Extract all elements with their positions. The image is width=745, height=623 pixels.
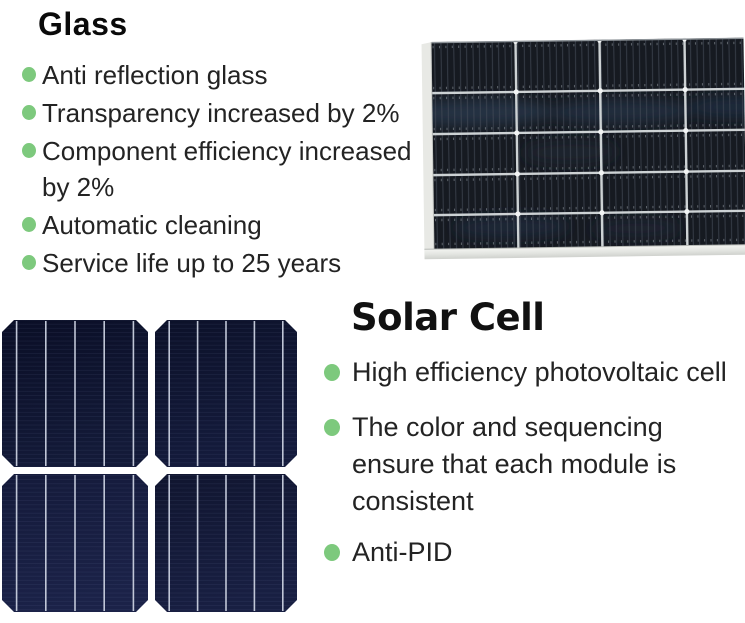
glass-feature-text: Anti reflection glass (42, 60, 268, 90)
list-item: Automatic cleaning (20, 207, 422, 243)
list-item: Component efficiency increased by 2% (20, 133, 422, 205)
bullet-dot-icon (22, 143, 36, 158)
solar-panel-photo (420, 36, 745, 262)
list-item: Transparency increased by 2% (20, 95, 422, 131)
solar-cell-section-title: Solar Cell (351, 296, 545, 339)
glass-feature-list: Anti reflection glass Transparency incre… (20, 57, 422, 283)
list-item: Anti-PID (322, 534, 742, 571)
list-item: Anti reflection glass (20, 57, 422, 93)
solar-cell-feature-text: Anti-PID (352, 537, 453, 567)
solar-cells-photo (0, 318, 300, 623)
solar-cell-feature-list: High efficiency photovoltaic cell The co… (322, 354, 742, 571)
solar-cell-feature-text: High efficiency photovoltaic cell (352, 357, 727, 387)
bullet-dot-icon (324, 419, 340, 436)
bullet-dot-icon (324, 364, 340, 381)
list-item: The color and sequencing ensure that eac… (322, 409, 742, 520)
bullet-dot-icon (22, 255, 36, 270)
glass-feature-text: Component efficiency increased by 2% (42, 136, 412, 202)
bullet-dot-icon (22, 105, 36, 120)
bullet-dot-icon (22, 217, 36, 232)
bullet-dot-icon (324, 544, 340, 561)
glass-feature-text: Transparency increased by 2% (42, 98, 400, 128)
glass-feature-text: Automatic cleaning (42, 210, 262, 240)
glass-feature-text: Service life up to 25 years (42, 248, 342, 278)
glass-section-title: Glass (38, 6, 128, 42)
bullet-dot-icon (22, 67, 36, 82)
list-item: High efficiency photovoltaic cell (322, 354, 742, 391)
list-item: Service life up to 25 years (20, 245, 422, 281)
solar-cell-feature-text: The color and sequencing ensure that eac… (352, 412, 677, 516)
